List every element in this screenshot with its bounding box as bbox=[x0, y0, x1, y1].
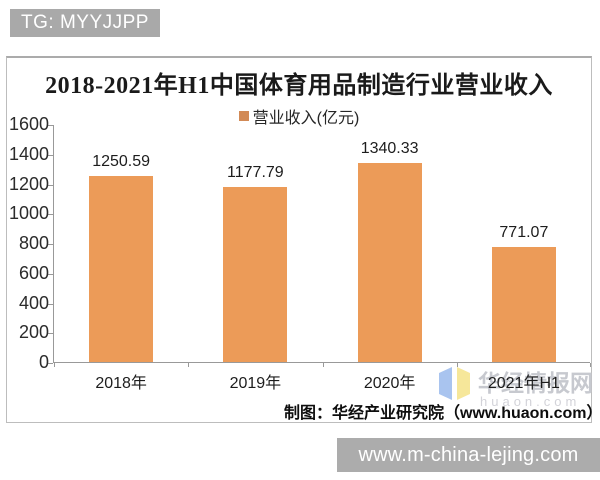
y-axis-tick-label: 1600 bbox=[8, 114, 49, 134]
revenue-bar bbox=[491, 247, 556, 362]
footer-url-text: www.m-china-lejing.com bbox=[358, 443, 579, 466]
x-axis-category-label: 2020年 bbox=[363, 375, 416, 392]
x-axis-category-label: 2018年 bbox=[95, 375, 147, 392]
x-axis-tick-mark bbox=[54, 363, 55, 367]
y-axis-tick-mark bbox=[48, 184, 53, 186]
bar-slot: 1340.33 bbox=[323, 125, 457, 362]
revenue-bar bbox=[223, 187, 288, 362]
chart-legend: 营业收入(亿元) bbox=[7, 104, 591, 128]
bar-value-label: 771.07 bbox=[499, 224, 549, 241]
bar-value-label: 1177.79 bbox=[227, 164, 284, 181]
huaon-watermark: 华经情报网 huaon.com bbox=[438, 364, 593, 420]
y-axis-tick-label: 800 bbox=[18, 233, 49, 253]
legend-label: 营业收入(亿元) bbox=[252, 110, 360, 127]
y-axis-tick-label: 1200 bbox=[8, 173, 49, 194]
watermark-site-url: huaon.com bbox=[480, 394, 581, 409]
bar-slot: 1177.79 bbox=[188, 125, 322, 362]
x-axis-category-label: 2019年 bbox=[229, 375, 282, 392]
y-axis-tick-mark bbox=[48, 303, 53, 305]
y-axis-tick-mark bbox=[48, 125, 53, 126]
y-axis-tick-label: 200 bbox=[18, 322, 49, 343]
y-axis-tick-mark bbox=[48, 214, 53, 216]
y-axis-tick-label: 400 bbox=[18, 292, 49, 313]
bar-value-label: 1250.59 bbox=[92, 153, 151, 170]
watermark-site-name: 华经情报网 bbox=[478, 370, 593, 396]
y-axis-tick-mark bbox=[48, 273, 53, 275]
y-axis-tick-label: 1000 bbox=[8, 203, 49, 224]
source-credit: 制图：华经产业研究院（www.huaon.com） bbox=[284, 405, 600, 422]
revenue-bar bbox=[89, 176, 154, 362]
y-axis-tick-mark bbox=[48, 333, 53, 335]
chart-card: 2018-2021年H1中国体育用品制造行业营业收入 营业收入(亿元) 华经情报… bbox=[6, 56, 600, 423]
chart-title: 2018-2021年H1中国体育用品制造行业营业收入 bbox=[45, 73, 553, 99]
legend-marker-icon bbox=[238, 111, 249, 121]
bar-slot: 1250.59 bbox=[54, 125, 188, 362]
y-axis-tick-mark bbox=[48, 363, 53, 364]
x-axis-category-label: 2021年H1 bbox=[487, 375, 560, 392]
tag-badge: TG: MYYJJPP bbox=[10, 9, 160, 37]
x-axis-tick-mark bbox=[322, 363, 324, 367]
y-axis-tick-mark bbox=[48, 244, 53, 245]
y-axis-tick-mark bbox=[48, 154, 53, 156]
x-axis-tick-mark bbox=[188, 363, 190, 367]
revenue-bar bbox=[357, 163, 422, 362]
huaon-logo-icon bbox=[439, 367, 470, 400]
y-axis-tick-label: 1400 bbox=[8, 143, 49, 164]
x-axis-tick-mark bbox=[456, 363, 458, 367]
footer-url-banner: www.m-china-lejing.com bbox=[337, 438, 600, 472]
y-axis-tick-label: 0 bbox=[38, 352, 49, 372]
bar-value-label: 1340.33 bbox=[360, 140, 419, 157]
plot-area: 0 200 400 600 800 1000 1200 1400 1600 1250.59 2018… bbox=[9, 114, 591, 392]
x-axis-tick-mark bbox=[590, 363, 591, 367]
y-axis-tick-label: 600 bbox=[18, 262, 49, 283]
bar-slot: 771.07 bbox=[457, 125, 591, 362]
